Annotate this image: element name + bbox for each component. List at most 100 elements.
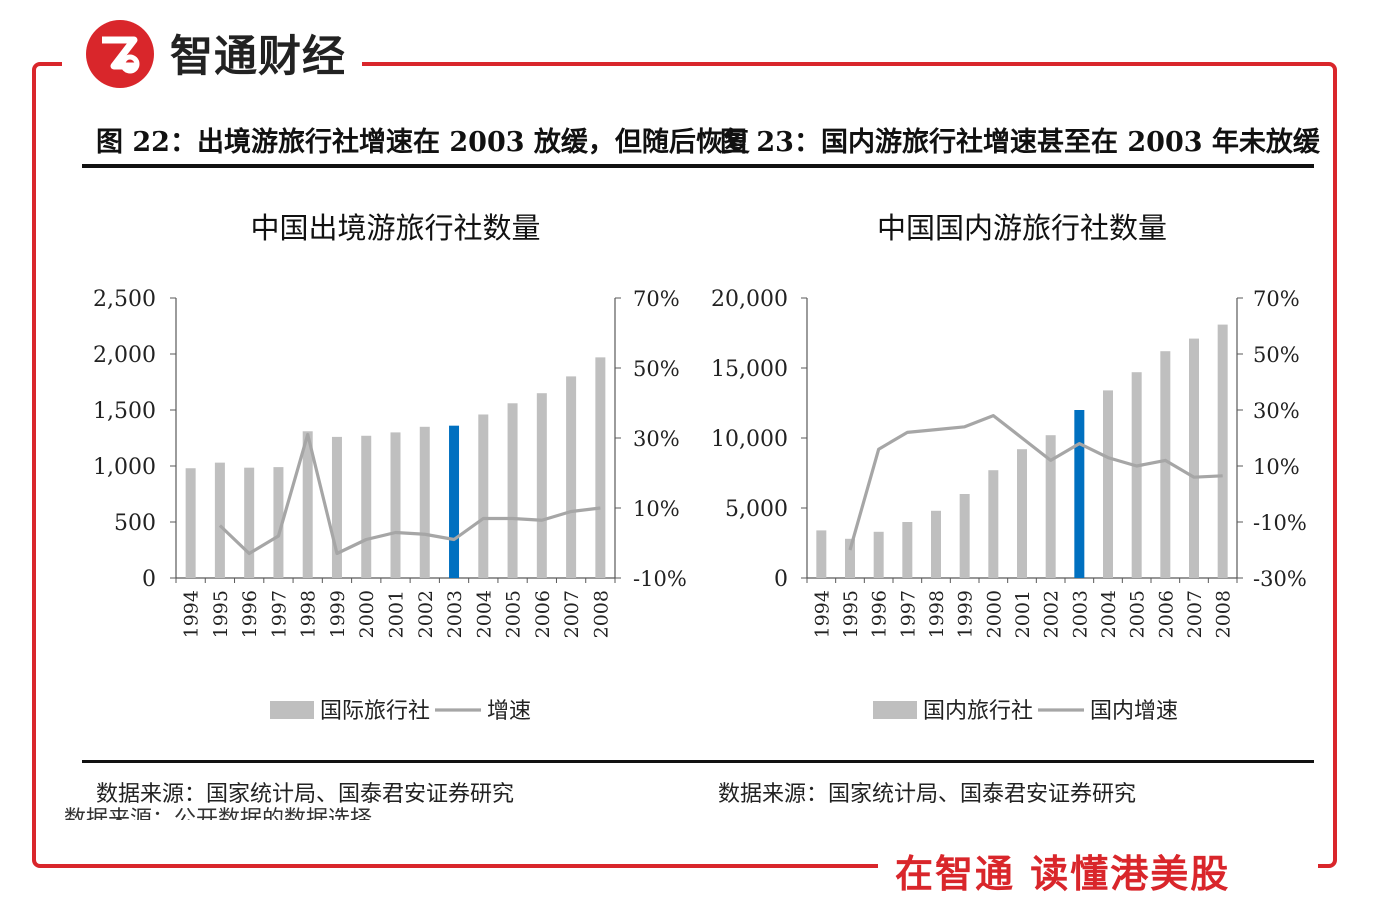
bar <box>988 470 999 578</box>
x-tick-label: 1995 <box>210 590 232 638</box>
x-tick-label: 2005 <box>1127 590 1149 638</box>
bar-highlight <box>1074 410 1085 578</box>
left-tick-label: 15,000 <box>711 357 788 382</box>
left-tick-label: 5,000 <box>725 497 788 522</box>
x-tick-label: 2004 <box>473 590 495 638</box>
x-tick-label: 1996 <box>239 590 261 638</box>
left-tick-label: 10,000 <box>711 427 788 452</box>
growth-line <box>218 432 601 556</box>
bar <box>959 494 970 578</box>
bottom-rule <box>82 760 1314 763</box>
chart-title: 中国国内游旅行社数量 <box>877 211 1167 245</box>
bar <box>244 467 255 578</box>
domestic-agency-chart: 中国国内游旅行社数量 0 5,000 10,000 15,000 20,000 -30% -1… <box>711 211 1307 724</box>
growth-line <box>848 414 1223 551</box>
bar <box>390 432 401 578</box>
x-tick-label: 1998 <box>298 590 320 638</box>
x-tick-label: 1997 <box>897 590 919 638</box>
right-tick-label: 30% <box>1253 399 1300 423</box>
left-tick-label: 500 <box>114 511 156 536</box>
x-tick-label: 1994 <box>811 590 833 638</box>
left-tick-label: 1,000 <box>93 455 156 480</box>
x-tick-label: 1999 <box>955 590 977 638</box>
red-border-frame <box>32 62 1337 868</box>
right-tick-label: 70% <box>633 287 680 311</box>
legend-line-label: 国内增速 <box>1090 699 1178 724</box>
x-tick-label: 2006 <box>532 590 554 638</box>
bar <box>931 510 941 578</box>
x-tick-label: 2007 <box>561 590 583 638</box>
bar <box>1017 449 1027 578</box>
right-tick-label: -10% <box>1253 511 1307 535</box>
right-tick-label: 30% <box>633 427 680 451</box>
left-tick-label: 2,000 <box>93 343 156 368</box>
x-tick-label: 1998 <box>926 590 948 638</box>
bar <box>273 467 284 578</box>
legend-bar-label: 国际旅行社 <box>320 699 430 724</box>
right-tick-label: -10% <box>633 567 687 591</box>
bar <box>845 538 855 578</box>
bar <box>507 403 518 578</box>
right-tick-label: 10% <box>633 497 680 521</box>
x-tick-label: 1996 <box>869 590 891 638</box>
bar <box>1160 351 1171 578</box>
x-tick-label: 2008 <box>1213 590 1235 638</box>
x-tick-label: 2002 <box>415 590 437 638</box>
cropped-text: 数据来源：公开数据的数据选择 <box>64 807 373 820</box>
figure-23-title: 图 23：国内游旅行社增速甚至在 2003 年未放缓 <box>720 127 1320 158</box>
left-tick-label: 0 <box>142 567 156 592</box>
right-tick-label: 70% <box>1253 287 1300 311</box>
bar <box>566 376 577 578</box>
x-tick-label: 2001 <box>386 590 408 638</box>
x-tick-label: 2003 <box>1069 590 1091 638</box>
bar <box>1131 372 1142 578</box>
bar <box>1217 324 1228 578</box>
bar <box>214 462 225 578</box>
bar <box>302 431 313 578</box>
legend-line-label: 增速 <box>487 699 531 724</box>
x-tick-label: 2005 <box>503 590 525 638</box>
x-tick-label: 2003 <box>444 590 466 638</box>
x-tick-label: 1994 <box>181 590 203 638</box>
bar <box>536 393 547 578</box>
x-tick-label: 2007 <box>1184 590 1206 638</box>
brand-name: 智通财经 <box>170 32 346 82</box>
left-tick-label: 20,000 <box>711 287 788 312</box>
source-note-left: 数据来源：国家统计局、国泰君安证券研究 <box>96 782 515 807</box>
figure-22-title: 图 22：出境游旅行社增速在 2003 放缓，但随后恢复 <box>96 127 750 158</box>
legend-bar-swatch <box>873 701 917 719</box>
x-tick-label: 2006 <box>1155 590 1177 638</box>
left-tick-label: 2,500 <box>93 287 156 312</box>
x-tick-label: 1997 <box>268 590 290 638</box>
x-tick-label: 2000 <box>356 590 378 638</box>
source-note-right: 数据来源：国家统计局、国泰君安证券研究 <box>718 782 1137 807</box>
bar <box>873 531 884 578</box>
chart-title: 中国出境游旅行社数量 <box>250 211 540 245</box>
bar <box>331 436 342 578</box>
bar <box>902 522 913 578</box>
x-tick-label: 1995 <box>840 590 862 638</box>
bar <box>1103 390 1113 578</box>
x-tick-label: 2008 <box>590 590 612 638</box>
slogan-background <box>878 842 1318 894</box>
bar <box>1045 435 1056 578</box>
bar <box>1189 338 1199 578</box>
bar <box>185 468 196 578</box>
right-tick-label: 50% <box>1253 343 1300 367</box>
bar-highlight <box>449 425 460 578</box>
right-tick-label: 10% <box>1253 455 1300 479</box>
bar <box>361 435 372 578</box>
x-tick-label: 2000 <box>983 590 1005 638</box>
x-tick-label: 2002 <box>1041 590 1063 638</box>
bar <box>419 426 430 578</box>
bar <box>595 357 606 578</box>
legend-bar-swatch <box>270 701 314 719</box>
outbound-agency-chart: 中国出境游旅行社数量 0 500 1,000 1,500 2,000 2,500 -10% 10… <box>93 211 687 724</box>
bar <box>478 414 489 578</box>
zhitong-logo-icon <box>86 20 154 88</box>
top-rule <box>82 164 1314 168</box>
right-tick-label: 50% <box>633 357 680 381</box>
legend-bar-label: 国内旅行社 <box>923 699 1033 724</box>
brand-slogan: 在智通 读懂港美股 <box>895 852 1231 896</box>
bar <box>816 530 827 578</box>
